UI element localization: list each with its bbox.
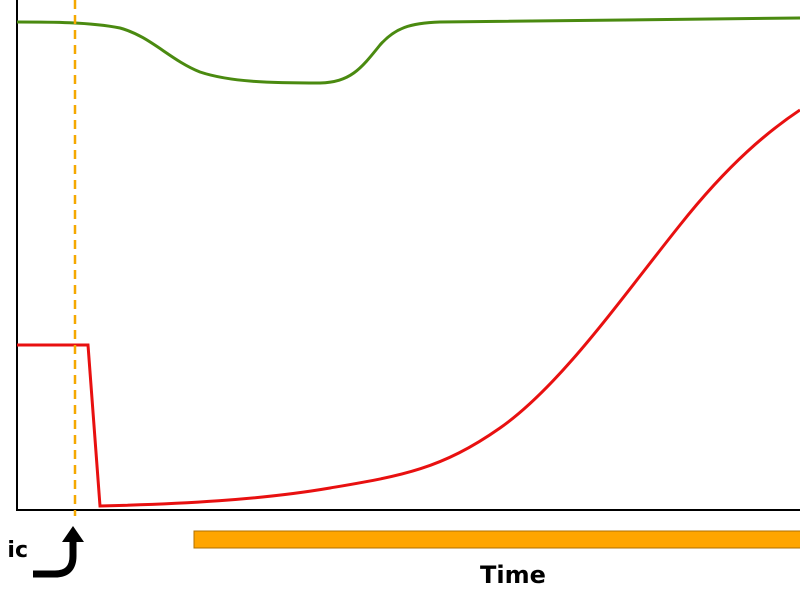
- time-bar: [193, 530, 800, 549]
- arrow-head: [62, 526, 84, 542]
- red-curve: [17, 108, 800, 508]
- x-axis-label: Time: [480, 561, 546, 589]
- green-curve: [16, 16, 800, 85]
- left-label: ic: [7, 538, 28, 563]
- arrow-shaft: [33, 540, 77, 578]
